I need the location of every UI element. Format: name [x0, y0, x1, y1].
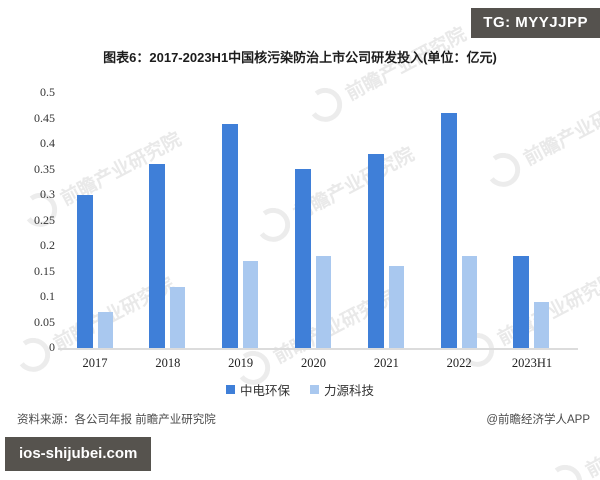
legend-swatch-icon [225, 385, 235, 394]
y-tick-label: 0.05 [34, 314, 55, 329]
legend-item: 中电环保 [225, 380, 290, 399]
bar-力源科技-2019 [243, 261, 259, 348]
source-note: 资料来源：各公司年报 前瞻产业研究院 [17, 414, 216, 426]
credit-note: @前瞻经济学人APP [486, 414, 590, 426]
y-tick-label: 0.45 [34, 110, 55, 125]
watermark-logo-icon [484, 150, 523, 189]
watermark-logo-icon [546, 462, 585, 480]
x-tick-label: 2023H1 [511, 356, 553, 370]
y-tick-label: 0.35 [34, 161, 55, 176]
bar-力源科技-2017 [97, 312, 113, 348]
y-tick-label: 0.15 [34, 263, 55, 278]
bar-力源科技-2021 [388, 266, 404, 348]
tg-badge: TG: MYYJJPP [471, 8, 600, 38]
x-tick-label: 2021 [373, 356, 399, 370]
legend-swatch-icon [310, 385, 319, 394]
y-tick-label: 0.2 [40, 238, 55, 252]
y-tick-label: 0.25 [34, 212, 55, 227]
bar-力源科技-2023H1 [534, 302, 550, 348]
bar-中电环保-2020 [294, 169, 311, 348]
watermark-logo-icon [306, 85, 345, 124]
x-tick-label: 2018 [155, 356, 181, 370]
watermark: 前瞻产业研究院 [250, 136, 420, 248]
watermark-text: 前瞻产业研究院 [57, 128, 185, 210]
x-tick-label: 2020 [300, 356, 326, 370]
bar-中电环保-2019 [222, 124, 239, 348]
bar-力源科技-2020 [315, 256, 331, 348]
bar-中电环保-2023H1 [513, 256, 530, 348]
watermark: 前瞻产业研究院 [542, 393, 600, 480]
watermark-text: 前瞻产业研究院 [520, 88, 600, 170]
x-tick-label: 2019 [228, 356, 254, 370]
watermark: 前瞻产业研究院 [302, 16, 472, 128]
y-tick-label: 0.5 [40, 85, 55, 99]
bar-中电环保-2018 [149, 164, 166, 348]
bar-力源科技-2018 [170, 287, 186, 348]
watermark-text: 前瞻产业研究院 [582, 400, 600, 480]
legend-label: 力源科技 [324, 384, 375, 398]
y-tick-label: 0.4 [40, 136, 55, 150]
site-badge: ios-shijubei.com [5, 437, 152, 471]
x-tick-label: 2022 [446, 356, 472, 370]
bar-中电环保-2021 [367, 154, 384, 348]
y-tick-label: 0.3 [40, 187, 55, 201]
legend-item: 力源科技 [310, 380, 374, 399]
bar-力源科技-2022 [461, 256, 477, 348]
legend: 中电环保 力源科技 [0, 380, 600, 399]
watermark-logo-icon [254, 205, 293, 244]
bar-中电环保-2017 [76, 195, 93, 348]
watermark: 前瞻产业研究院 [480, 81, 600, 193]
x-tick-label: 2017 [82, 356, 108, 370]
legend-label: 中电环保 [239, 384, 290, 398]
bar-中电环保-2022 [440, 113, 457, 348]
x-axis-line [58, 348, 578, 350]
y-tick-label: 0 [49, 340, 55, 354]
y-tick-label: 0.1 [40, 289, 55, 303]
footer-row: 资料来源：各公司年报 前瞻产业研究院 @前瞻经济学人APP [0, 411, 600, 427]
chart-title: 图表6：2017-2023H1中国核污染防治上市公司研发投入(单位：亿元) [103, 50, 497, 65]
